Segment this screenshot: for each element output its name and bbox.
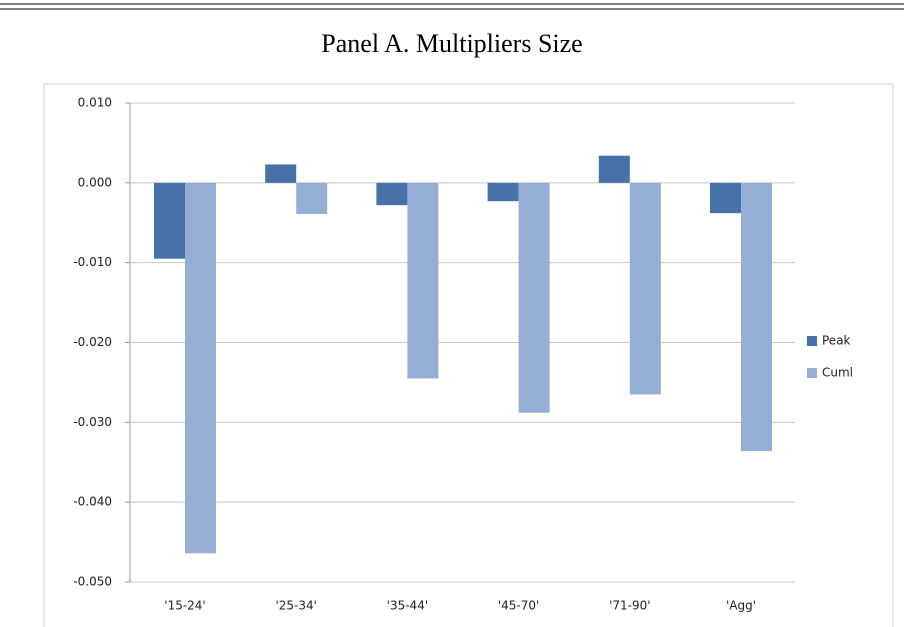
- bar: [487, 182, 519, 202]
- bar: [185, 182, 216, 554]
- bar: [154, 182, 185, 259]
- bar: [598, 155, 630, 183]
- bar: [710, 182, 741, 214]
- bar: [741, 182, 772, 452]
- x-tick-label: '35-44': [387, 599, 428, 613]
- legend-swatch: [807, 336, 817, 346]
- y-tick-label: 0.010: [78, 96, 112, 110]
- bar: [407, 182, 439, 379]
- bar: [265, 164, 297, 183]
- y-tick-label: 0.000: [78, 175, 112, 189]
- legend-label: Cuml: [822, 366, 853, 380]
- x-tick-label: 'Agg': [726, 599, 756, 613]
- bar: [296, 182, 328, 214]
- legend-swatch: [807, 368, 817, 378]
- chart-title: Panel A. Multipliers Size: [321, 29, 582, 58]
- bar: [376, 182, 408, 206]
- x-tick-label: '25-34': [275, 599, 316, 613]
- legend-label: Peak: [822, 334, 851, 348]
- x-tick-label: '45-70': [498, 599, 539, 613]
- y-tick-label: -0.040: [73, 495, 112, 509]
- y-tick-label: -0.010: [73, 255, 112, 269]
- bar: [629, 182, 661, 395]
- y-tick-label: -0.050: [73, 575, 112, 589]
- x-tick-label: '15-24': [164, 599, 205, 613]
- y-tick-label: -0.030: [73, 415, 112, 429]
- bar: [518, 182, 550, 413]
- y-tick-label: -0.020: [73, 335, 112, 349]
- chart-frame: [43, 83, 894, 627]
- x-tick-label: '71-90': [609, 599, 650, 613]
